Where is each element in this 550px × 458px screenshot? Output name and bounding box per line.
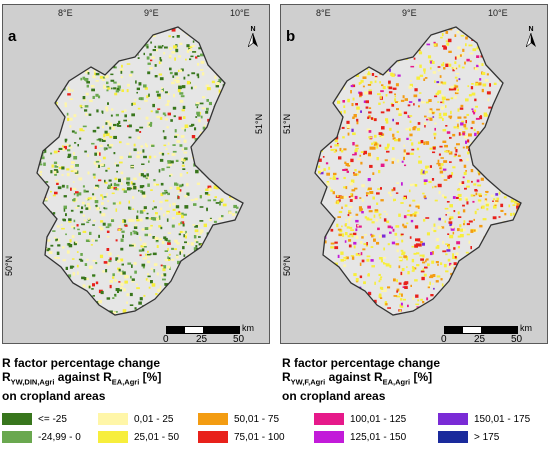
legend-item: 125,01 - 150 (314, 431, 406, 443)
legend-item: 50,01 - 75 (198, 413, 279, 425)
scale-bar: km 0 25 50 (441, 323, 538, 354)
north-arrow: N (246, 26, 260, 52)
scale-label-25: 25 (474, 334, 486, 345)
legend-swatch (198, 413, 228, 425)
map-panel-b: 8°E 9°E 10°E 51°N 50°N b N km 0 25 50 (280, 4, 548, 358)
scale-label-25: 25 (196, 334, 208, 345)
legend-swatch (438, 431, 468, 443)
panel-letter-b: b (286, 28, 296, 45)
legend-swatch (98, 413, 128, 425)
map-frame-b[interactable] (280, 4, 548, 344)
north-label: N (528, 26, 534, 33)
map-caption-b: R factor percentage change RYW,F,Agri ag… (282, 356, 440, 403)
legend-swatch (314, 431, 344, 443)
scale-unit: km (520, 323, 532, 333)
panel-letter-a: a (8, 28, 17, 45)
legend-swatch (438, 413, 468, 425)
state-boundary (314, 26, 522, 316)
caption-line-1: R factor percentage change (282, 356, 441, 370)
scale-label-0: 0 (441, 334, 447, 345)
map-caption-a: R factor percentage change RYW,DIN,Agri … (2, 356, 161, 403)
scale-label-50: 50 (233, 334, 245, 345)
north-arrow-icon (525, 32, 536, 48)
lon-tick-10e: 10°E (230, 8, 250, 18)
lat-tick-50n: 50°N (4, 255, 14, 276)
caption-line-2: RYW,DIN,Agri against REA,Agri [%] (2, 370, 162, 387)
legend-item: 25,01 - 50 (98, 431, 179, 443)
legend: <= -25 -24,99 - 0 0,01 - 25 25,01 - 50 5… (2, 413, 548, 455)
scale-bar: km 0 25 50 (163, 323, 260, 354)
scale-unit: km (242, 323, 254, 333)
legend-swatch (2, 413, 32, 425)
legend-item: <= -25 (2, 413, 67, 425)
caption-line-3: on cropland areas (2, 389, 106, 404)
map-canvas-a (3, 5, 269, 343)
lat-tick-51n: 51°N (282, 113, 292, 134)
scale-label-0: 0 (163, 334, 169, 345)
legend-item: 75,01 - 100 (198, 431, 285, 443)
lat-tick-50n: 50°N (282, 255, 292, 276)
state-boundary (36, 26, 244, 316)
lon-tick-8e: 8°E (316, 8, 331, 18)
legend-item: 150,01 - 175 (438, 413, 530, 425)
lon-tick-8e: 8°E (58, 8, 73, 18)
legend-item: 0,01 - 25 (98, 413, 173, 425)
legend-item: > 175 (438, 431, 499, 443)
legend-swatch (314, 413, 344, 425)
caption-line-1: R factor percentage change (2, 356, 161, 370)
legend-swatch (98, 431, 128, 443)
legend-item: -24,99 - 0 (2, 431, 81, 443)
north-arrow: N (524, 26, 538, 52)
lat-tick-51n: 51°N (254, 113, 264, 134)
north-label: N (250, 26, 256, 33)
lon-tick-9e: 9°E (402, 8, 417, 18)
scale-bar-segments (166, 326, 240, 334)
legend-swatch (2, 431, 32, 443)
legend-item: 100,01 - 125 (314, 413, 406, 425)
lon-tick-9e: 9°E (144, 8, 159, 18)
map-canvas-b (281, 5, 547, 343)
legend-swatch (198, 431, 228, 443)
lon-tick-10e: 10°E (488, 8, 508, 18)
caption-line-3: on cropland areas (282, 389, 386, 404)
map-frame-a[interactable] (2, 4, 270, 344)
scale-bar-segments (444, 326, 518, 334)
scale-label-50: 50 (511, 334, 523, 345)
map-panel-a: 8°E 9°E 10°E 51°N 50°N a N km 0 25 50 (2, 4, 270, 358)
north-arrow-icon (247, 32, 258, 48)
caption-line-2: RYW,F,Agri against REA,Agri [%] (282, 370, 433, 387)
